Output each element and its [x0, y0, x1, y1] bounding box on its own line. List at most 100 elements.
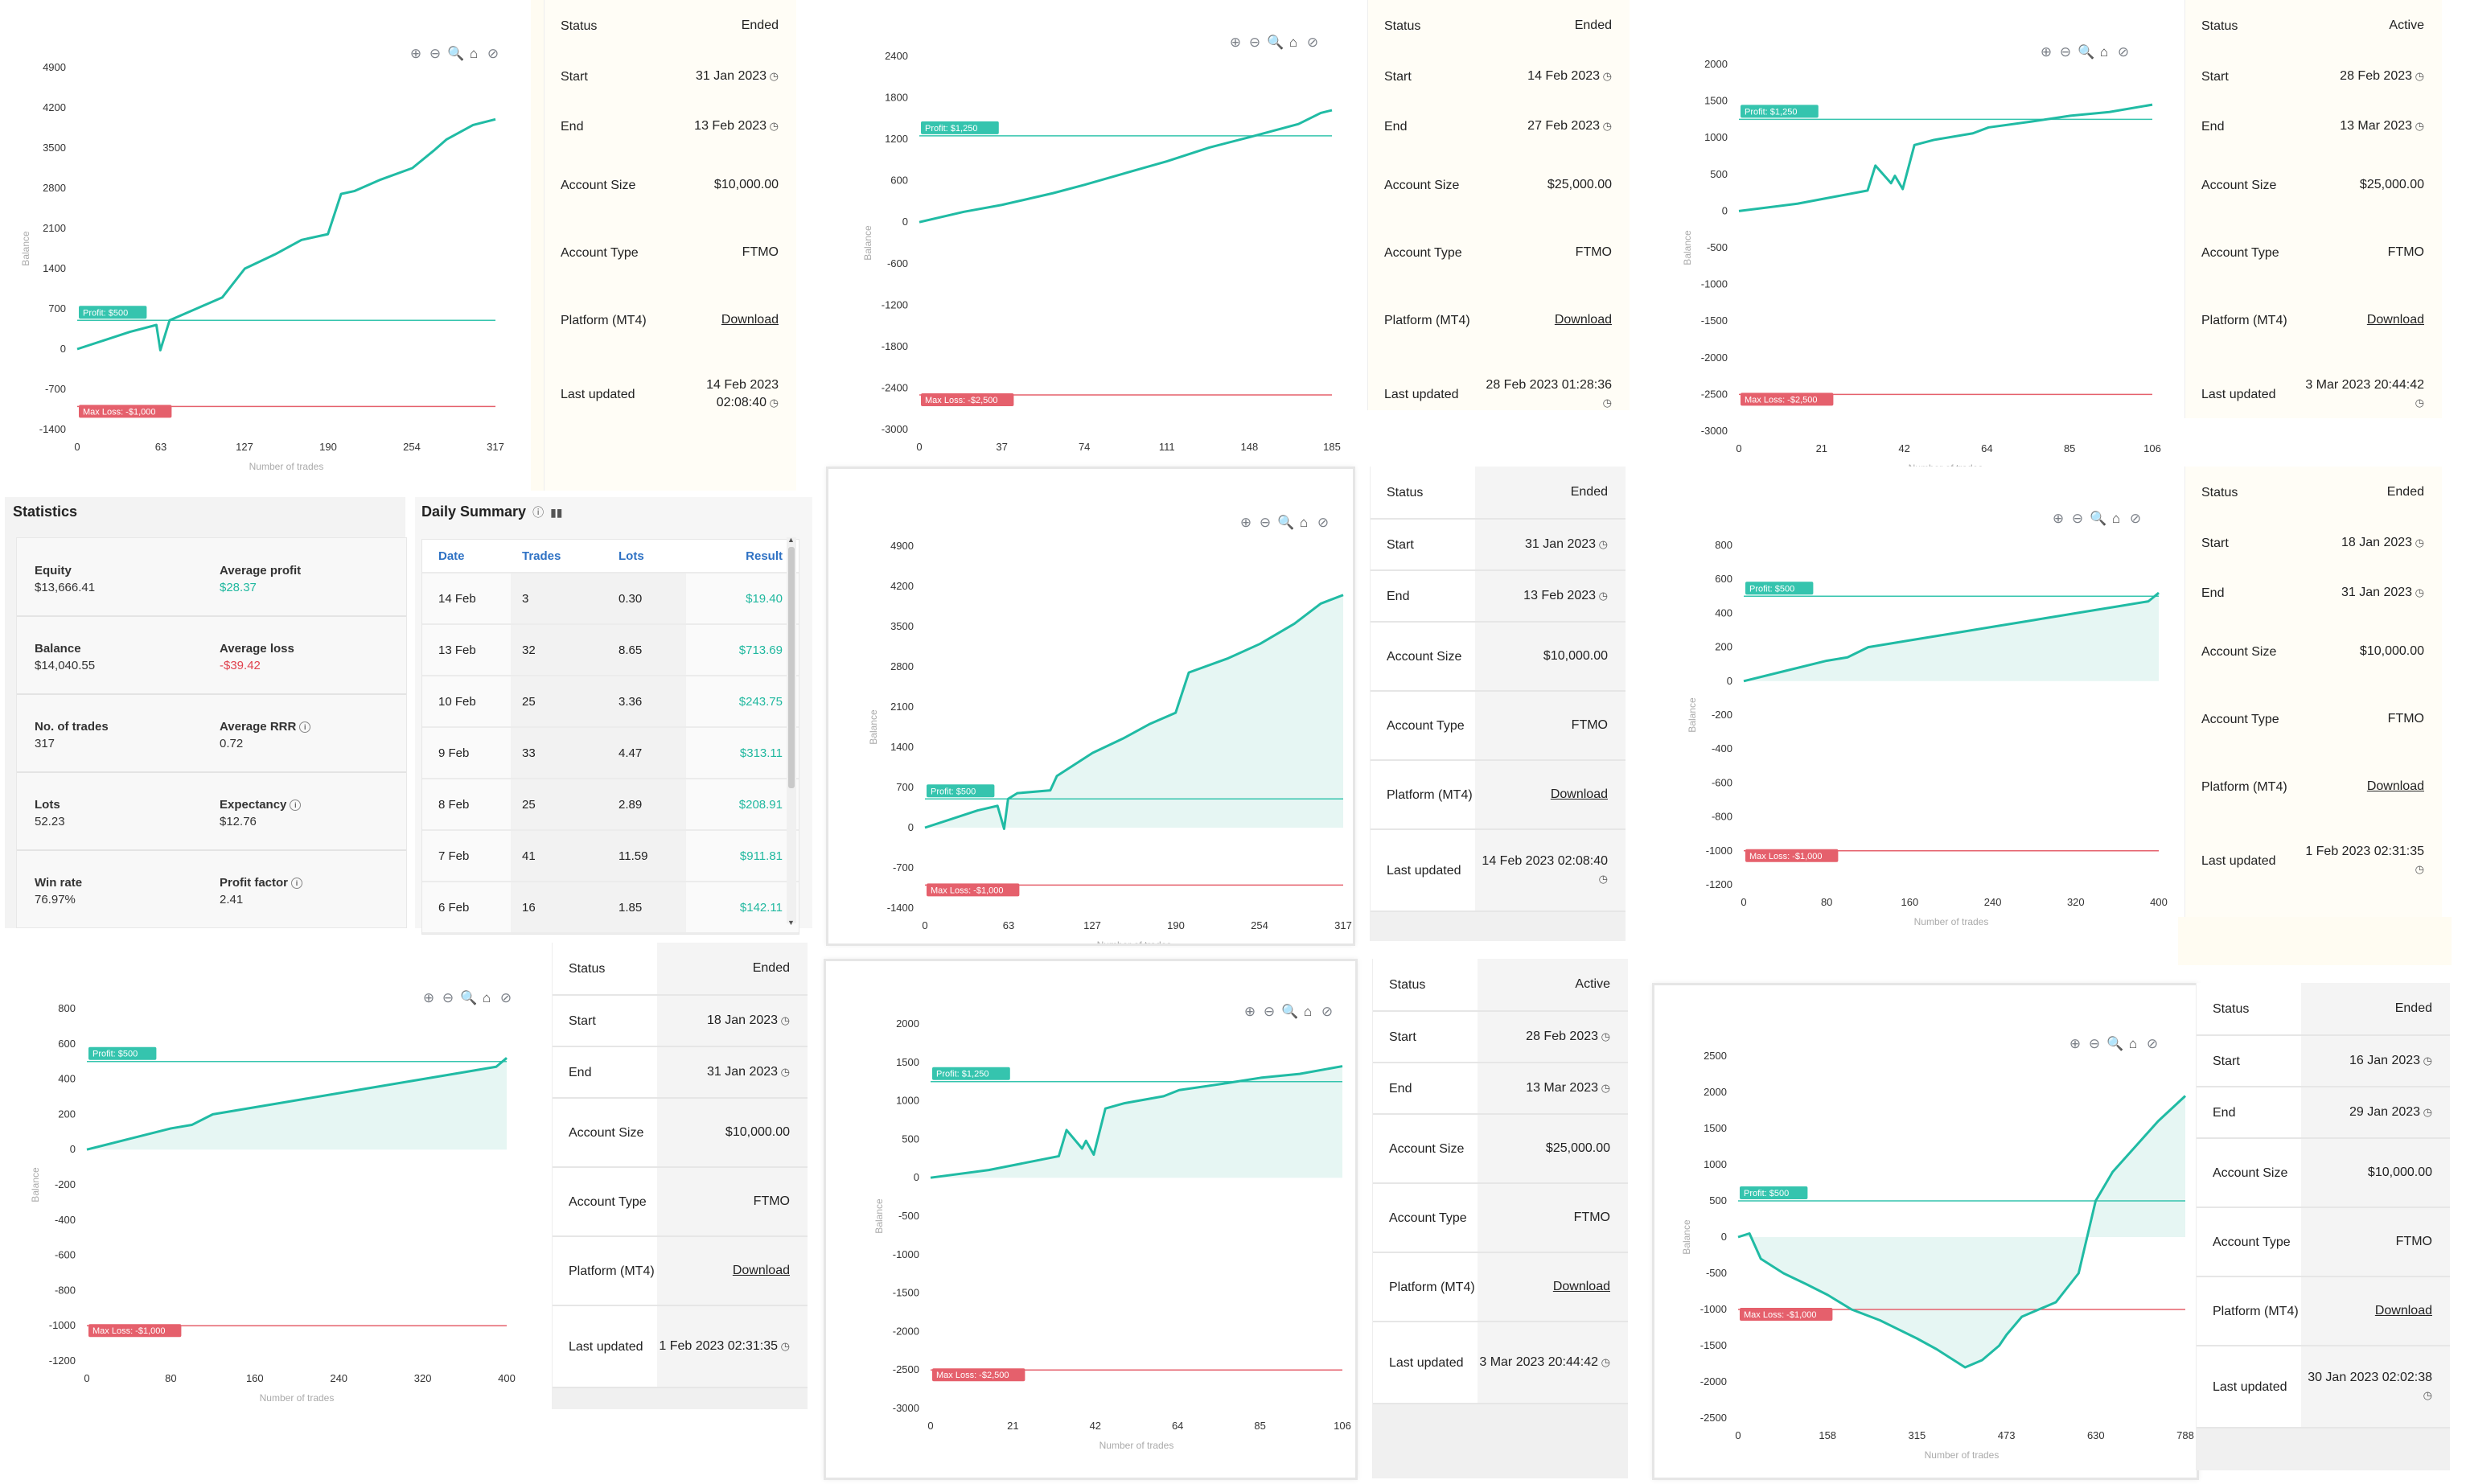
column-header[interactable]: Trades	[522, 549, 561, 563]
statistics-card: Equity $13,666.41 Average profit $28.37 Bala…	[16, 537, 407, 928]
table-cell: $19.40	[746, 591, 783, 606]
clock-icon: ◷	[2420, 1054, 2432, 1067]
zoom-out-icon[interactable]: ⊖	[1263, 1004, 1276, 1019]
magnify-icon[interactable]: 🔍	[2090, 511, 2107, 526]
info-icon[interactable]: i	[299, 721, 311, 734]
chart-toolbar: ⊕ ⊖ 🔍 ⌂ ⊘	[2039, 45, 2131, 60]
home-icon[interactable]: ⌂	[1299, 515, 1309, 530]
info-value-platform[interactable]: Download	[2298, 778, 2442, 795]
magnify-icon[interactable]: 🔍	[2106, 1036, 2124, 1051]
column-header[interactable]: Date	[438, 549, 465, 563]
magnify-icon[interactable]: 🔍	[1277, 515, 1295, 530]
home-icon[interactable]: ⌂	[1288, 35, 1298, 50]
zoom-out-icon[interactable]: ⊖	[2088, 1036, 2101, 1051]
magnify-icon[interactable]: 🔍	[1267, 35, 1284, 50]
info-value-cell: Ended	[2301, 983, 2450, 1034]
info-row-last-updated: Last updated 14 Feb 2023 02:08:40 ◷	[1371, 830, 1626, 912]
home-icon[interactable]: ⌂	[2128, 1036, 2138, 1051]
home-icon[interactable]: ⌂	[1303, 1004, 1313, 1019]
home-icon[interactable]: ⌂	[482, 990, 491, 1005]
info-label-account-size: Account Size	[1384, 178, 1460, 192]
home-icon[interactable]: ⌂	[2099, 44, 2109, 60]
magnify-icon[interactable]: 🔍	[2078, 44, 2095, 60]
info-label-cell: Account Type	[2197, 1208, 2301, 1276]
pan-hide-icon[interactable]: ⊘	[2117, 44, 2130, 60]
pan-hide-icon[interactable]: ⊘	[487, 46, 499, 61]
y-tick-label: -1800	[882, 340, 908, 352]
zoom-in-icon[interactable]: ⊕	[1229, 35, 1242, 50]
home-icon[interactable]: ⌂	[469, 46, 479, 61]
download-link[interactable]: Download	[2366, 313, 2424, 327]
pan-hide-icon[interactable]: ⊘	[1306, 35, 1319, 50]
pan-hide-icon[interactable]: ⊘	[1321, 1004, 1334, 1019]
y-tick-label: 3500	[890, 620, 914, 632]
x-tick-label: 788	[2176, 1429, 2194, 1441]
table-cell: $243.75	[738, 694, 783, 709]
x-tick-label: 0	[922, 919, 927, 931]
scroll-thumb[interactable]	[788, 547, 795, 788]
stat-label: Win rate	[35, 876, 83, 890]
zoom-out-icon[interactable]: ⊖	[1248, 35, 1261, 50]
zoom-out-icon[interactable]: ⊖	[2071, 511, 2084, 526]
table-row: 14 Feb 3 0.30 $19.40	[422, 573, 799, 625]
zoom-in-icon[interactable]: ⊕	[422, 990, 435, 1005]
stat-value: 2.41	[220, 893, 244, 906]
scroll-down-icon[interactable]: ▼	[787, 919, 795, 927]
download-link[interactable]: Download	[1552, 1280, 1610, 1293]
info-row-account-type: Account Type FTMO	[1368, 219, 1630, 286]
clock-icon: ◷	[1598, 873, 1608, 885]
pan-hide-icon[interactable]: ⊘	[1317, 515, 1330, 530]
download-link[interactable]: Download	[1550, 787, 1608, 801]
download-link[interactable]: Download	[721, 313, 779, 327]
column-header[interactable]: Result	[746, 549, 783, 563]
zoom-out-icon[interactable]: ⊖	[442, 990, 454, 1005]
magnify-icon[interactable]: 🔍	[460, 990, 478, 1005]
home-icon[interactable]: ⌂	[2111, 511, 2121, 526]
zoom-in-icon[interactable]: ⊕	[2069, 1036, 2082, 1051]
info-row-end: End 13 Mar 2023 ◷	[1373, 1063, 1628, 1115]
info-value-platform[interactable]: Download	[1478, 1278, 1628, 1296]
info-value-platform[interactable]: Download	[657, 1262, 808, 1280]
pan-hide-icon[interactable]: ⊘	[2146, 1036, 2159, 1051]
x-tick-label: 0	[1741, 896, 1746, 908]
y-tick-label: -600	[887, 257, 908, 269]
magnify-icon[interactable]: 🔍	[447, 46, 465, 61]
pan-hide-icon[interactable]: ⊘	[499, 990, 512, 1005]
info-icon[interactable]: ⓘ	[532, 506, 545, 519]
download-link[interactable]: Download	[1554, 313, 1612, 327]
info-value-platform[interactable]: Download	[1481, 311, 1630, 329]
scroll-up-icon[interactable]: ▲	[787, 536, 795, 544]
info-value-platform[interactable]: Download	[1475, 786, 1626, 804]
zoom-in-icon[interactable]: ⊕	[2040, 44, 2053, 60]
zoom-in-icon[interactable]: ⊕	[409, 46, 422, 61]
column-header[interactable]: Lots	[619, 549, 644, 563]
profit-label-box	[1741, 105, 1819, 118]
info-value-account-size: $10,000.00	[657, 176, 796, 194]
bar-chart-icon[interactable]: ▮▮	[550, 506, 563, 519]
info-label-cell: Start	[553, 996, 657, 1046]
info-value-end: 27 Feb 2023 ◷	[1481, 117, 1630, 135]
zoom-out-icon[interactable]: ⊖	[2059, 44, 2072, 60]
download-link[interactable]: Download	[732, 1264, 790, 1277]
zoom-in-icon[interactable]: ⊕	[1239, 515, 1252, 530]
pan-hide-icon[interactable]: ⊘	[2129, 511, 2142, 526]
info-row-platform: Platform (MT4) Download	[1371, 761, 1626, 830]
daily-summary-scrollbar[interactable]: ▲ ▼	[787, 536, 796, 927]
download-link[interactable]: Download	[2374, 1304, 2432, 1318]
stat-value: 52.23	[35, 815, 65, 828]
zoom-in-icon[interactable]: ⊕	[2052, 511, 2065, 526]
x-tick-label: 0	[1735, 1429, 1741, 1441]
info-icon[interactable]: i	[290, 800, 302, 812]
clock-icon: ◷	[1600, 120, 1612, 132]
magnify-icon[interactable]: 🔍	[1281, 1004, 1299, 1019]
zoom-out-icon[interactable]: ⊖	[1259, 515, 1272, 530]
info-label-cell: Account Size	[553, 1099, 657, 1166]
info-value-platform[interactable]: Download	[2301, 1302, 2450, 1320]
info-value-platform[interactable]: Download	[2298, 311, 2442, 329]
info-icon[interactable]: i	[291, 878, 303, 890]
info-value-platform[interactable]: Download	[657, 311, 796, 329]
info-label-status: Status	[561, 18, 598, 33]
zoom-in-icon[interactable]: ⊕	[1243, 1004, 1256, 1019]
download-link[interactable]: Download	[2366, 779, 2424, 793]
zoom-out-icon[interactable]: ⊖	[429, 46, 442, 61]
